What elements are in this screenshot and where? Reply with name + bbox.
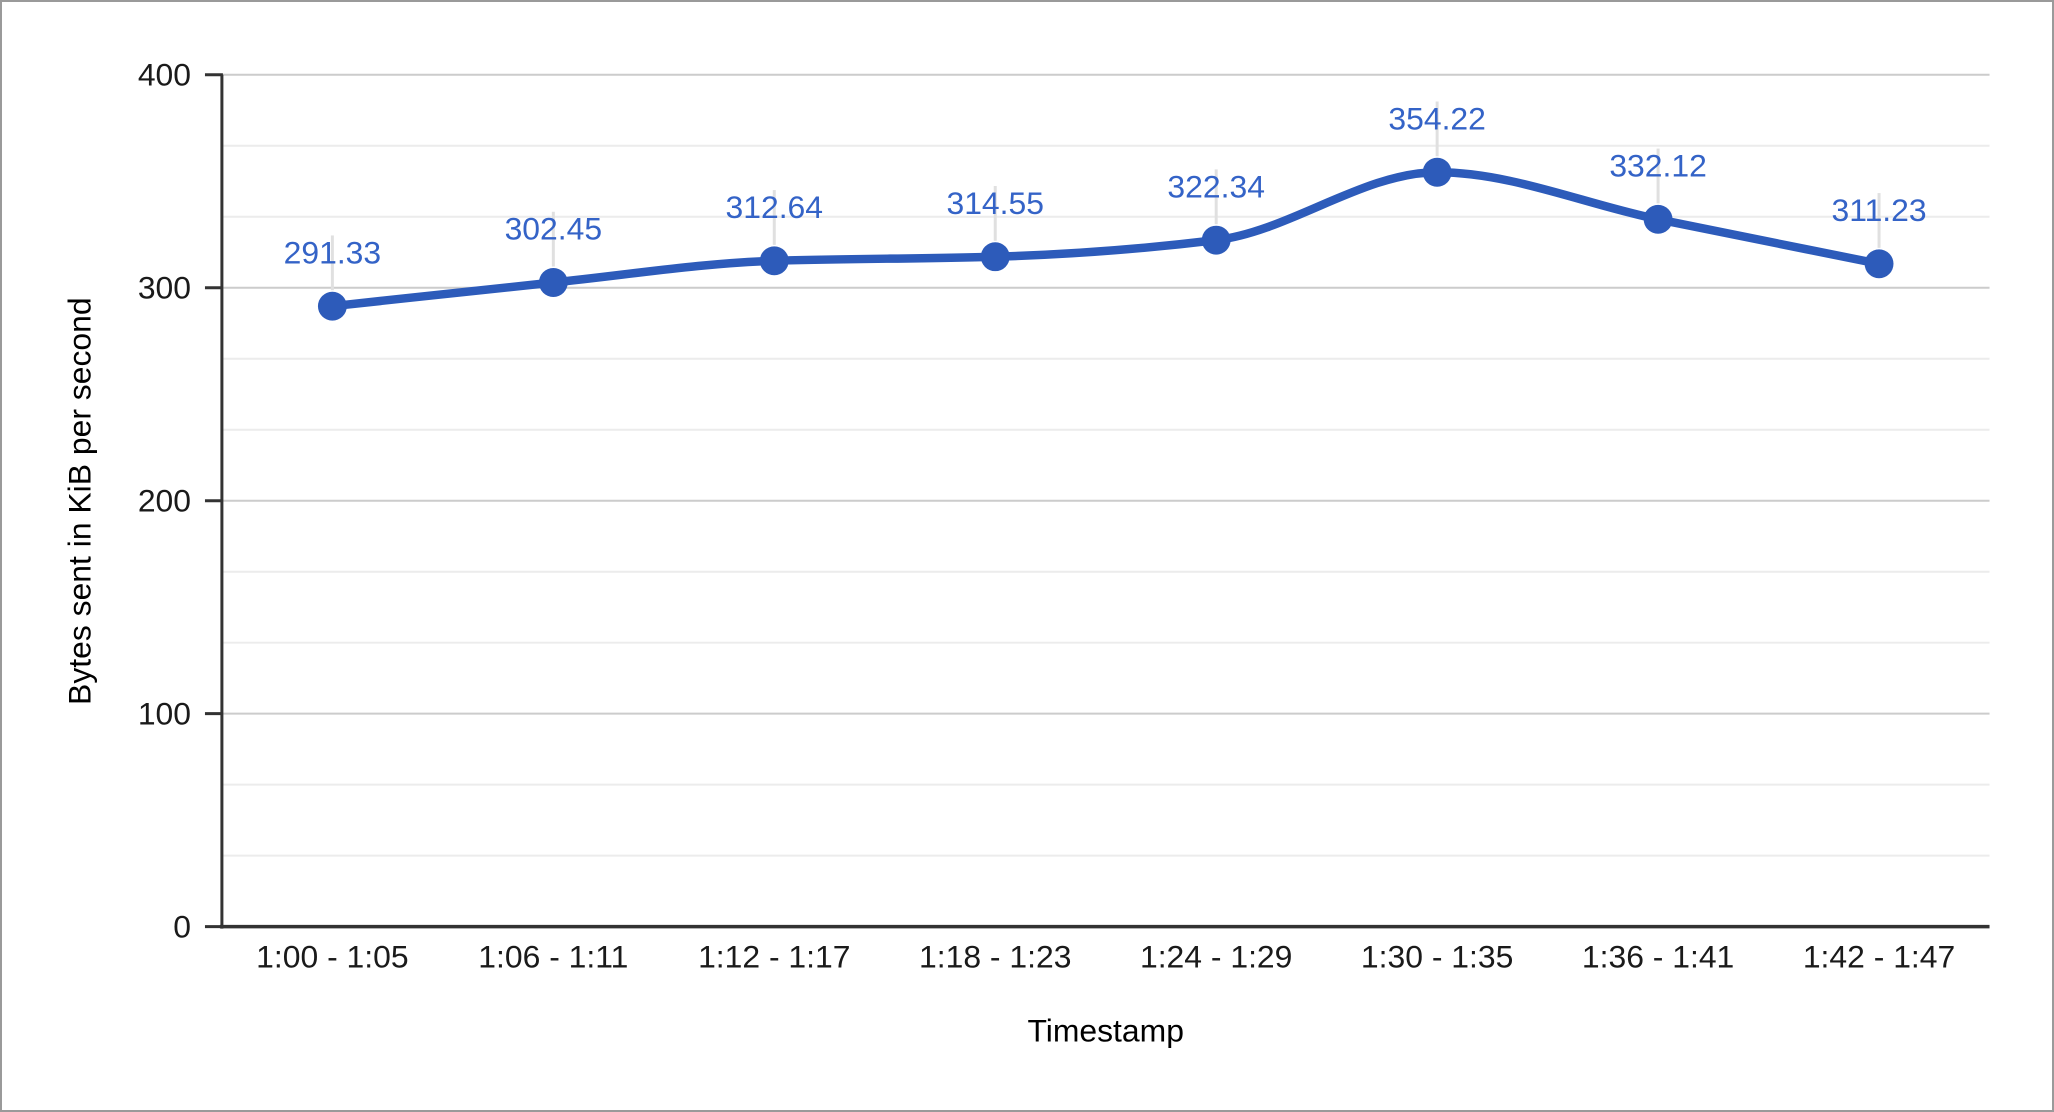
x-tick-label: 1:42 - 1:47 bbox=[1803, 939, 1955, 975]
series-point-marker bbox=[538, 268, 568, 297]
x-axis-tick-labels: 1:00 - 1:05 1:06 - 1:11 1:12 - 1:17 1:18 - … bbox=[256, 939, 1955, 975]
y-tick-label: 200 bbox=[138, 483, 191, 519]
y-axis-title: Bytes sent in KiB per second bbox=[61, 297, 97, 705]
data-point-label: 332.12 bbox=[1609, 148, 1707, 184]
y-tick-label: 0 bbox=[173, 909, 191, 945]
data-point-label: 311.23 bbox=[1831, 192, 1926, 228]
series-line bbox=[328, 168, 1884, 311]
axis-lines bbox=[204, 73, 1990, 929]
x-tick-label: 1:12 - 1:17 bbox=[698, 939, 850, 975]
data-point-label: 314.55 bbox=[946, 185, 1044, 221]
data-point-label: 322.34 bbox=[1167, 168, 1265, 204]
x-axis-title: Timestamp bbox=[1027, 1012, 1183, 1048]
y-tick-label: 100 bbox=[138, 696, 191, 732]
annotation-stems bbox=[330, 101, 1881, 291]
y-axis-tick-labels: 0 100 200 300 400 bbox=[138, 57, 191, 945]
series-point-marker bbox=[1422, 157, 1452, 187]
y-tick-label: 400 bbox=[138, 57, 191, 93]
minor-gridlines bbox=[221, 144, 1990, 857]
major-gridlines bbox=[221, 73, 1990, 715]
x-tick-label: 1:30 - 1:35 bbox=[1361, 939, 1513, 975]
data-point-label: 354.22 bbox=[1388, 100, 1486, 136]
data-point-label: 291.33 bbox=[284, 234, 382, 270]
x-tick-label: 1:00 - 1:05 bbox=[256, 939, 408, 975]
data-point-label: 312.64 bbox=[726, 189, 824, 225]
x-tick-label: 1:24 - 1:29 bbox=[1140, 939, 1292, 975]
series-point-marker bbox=[317, 291, 347, 321]
x-tick-label: 1:18 - 1:23 bbox=[919, 939, 1071, 975]
y-tick-label: 300 bbox=[138, 270, 191, 306]
x-tick-label: 1:36 - 1:41 bbox=[1582, 939, 1734, 975]
x-tick-label: 1:06 - 1:11 bbox=[478, 939, 628, 975]
series-point-marker bbox=[1201, 225, 1231, 255]
data-labels: 291.33 302.45 312.64 314.55 322.34 354.22 332.… bbox=[284, 100, 1927, 270]
series-point-marker bbox=[759, 246, 789, 276]
series-point-marker bbox=[1643, 204, 1673, 234]
series-point-marker bbox=[980, 242, 1010, 272]
series-point-marker bbox=[1864, 249, 1894, 279]
series-markers bbox=[317, 157, 1894, 321]
data-point-label: 302.45 bbox=[505, 211, 603, 247]
